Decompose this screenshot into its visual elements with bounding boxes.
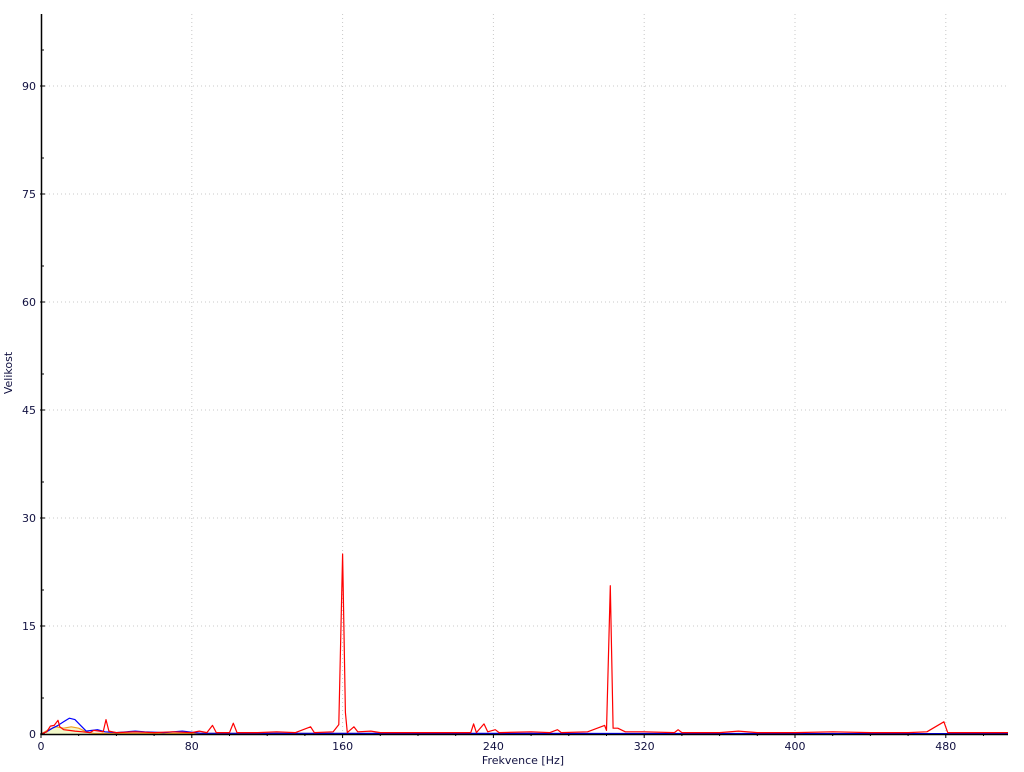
series-layer xyxy=(40,553,1009,735)
x-tick-label: 0 xyxy=(38,740,45,753)
grid xyxy=(41,14,1008,734)
axes: 0 80 160 240 320 400 480 0 15 30 45 60 75 90 xyxy=(22,14,1008,753)
x-tick-label: 400 xyxy=(784,740,805,753)
x-tick-label: 80 xyxy=(185,740,199,753)
y-tick-label: 90 xyxy=(22,80,36,93)
x-tick-label: 320 xyxy=(634,740,655,753)
y-tick-label: 0 xyxy=(29,728,36,741)
y-tick-label: 45 xyxy=(22,404,36,417)
y-tick-label: 60 xyxy=(22,296,36,309)
x-tick-label: 480 xyxy=(935,740,956,753)
y-tick-label: 15 xyxy=(22,620,36,633)
x-tick-label: 240 xyxy=(483,740,504,753)
y-tick-label: 75 xyxy=(22,188,36,201)
series-line-2 xyxy=(40,553,1008,735)
x-tick-label: 160 xyxy=(332,740,353,753)
y-tick-label: 30 xyxy=(22,512,36,525)
x-axis-label: Frekvence [Hz] xyxy=(482,754,564,767)
y-axis-label: Velikost xyxy=(2,351,15,394)
